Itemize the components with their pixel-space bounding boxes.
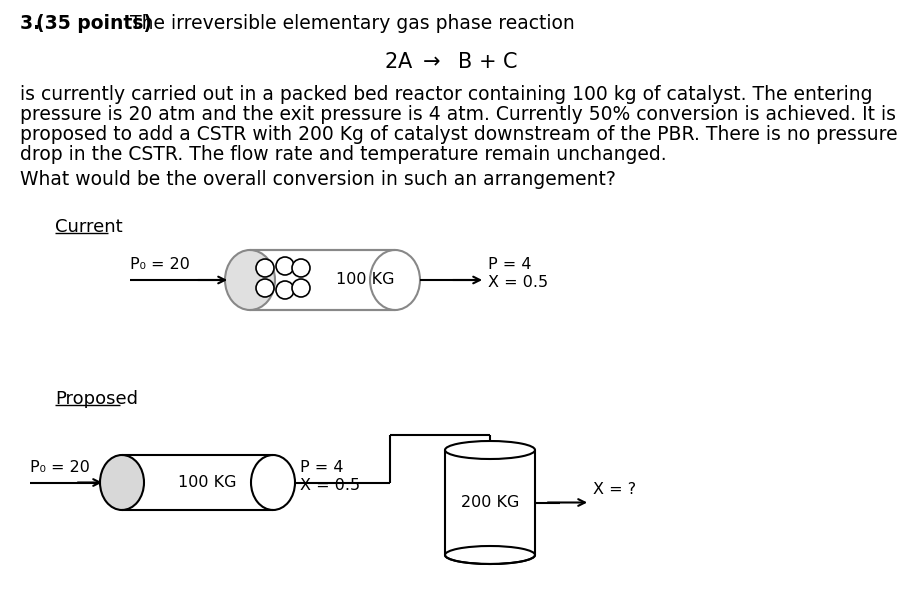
Text: X = ?: X = ? [593,483,636,498]
Ellipse shape [100,455,144,510]
Circle shape [292,279,310,297]
Text: P₀ = 20: P₀ = 20 [30,460,90,474]
Text: 2A $\rightarrow$  B + C: 2A $\rightarrow$ B + C [384,52,518,72]
Text: 200 KG: 200 KG [461,495,520,510]
Bar [250,250,395,310]
Text: What would be the overall conversion in such an arrangement?: What would be the overall conversion in … [20,170,616,189]
Text: P = 4: P = 4 [488,257,531,272]
Text: The irreversible elementary gas phase reaction: The irreversible elementary gas phase re… [124,14,575,33]
Text: P = 4: P = 4 [300,460,344,474]
Text: (35 points): (35 points) [36,14,152,33]
Text: is currently carried out in a packed bed reactor containing 100 kg of catalyst. : is currently carried out in a packed bed… [20,85,872,104]
Text: 3.: 3. [20,14,47,33]
Text: proposed to add a CSTR with 200 Kg of catalyst downstream of the PBR. There is n: proposed to add a CSTR with 200 Kg of ca… [20,125,897,144]
Circle shape [276,281,294,299]
Ellipse shape [445,546,535,564]
Text: Proposed: Proposed [55,390,138,408]
Text: X = 0.5: X = 0.5 [488,275,548,290]
Circle shape [292,259,310,277]
Circle shape [276,257,294,275]
Ellipse shape [445,441,535,459]
Text: 100 KG: 100 KG [336,272,394,287]
Text: 100 KG: 100 KG [179,475,236,490]
Ellipse shape [370,250,420,310]
Bar [122,455,273,510]
Text: Current: Current [55,218,123,236]
Ellipse shape [225,250,275,310]
Circle shape [256,279,274,297]
Text: P₀ = 20: P₀ = 20 [130,257,190,272]
Bar [445,450,535,555]
Ellipse shape [251,455,295,510]
Text: pressure is 20 atm and the exit pressure is 4 atm. Currently 50% conversion is a: pressure is 20 atm and the exit pressure… [20,105,896,124]
Text: X = 0.5: X = 0.5 [300,477,360,492]
Circle shape [256,259,274,277]
Text: drop in the CSTR. The flow rate and temperature remain unchanged.: drop in the CSTR. The flow rate and temp… [20,145,667,164]
